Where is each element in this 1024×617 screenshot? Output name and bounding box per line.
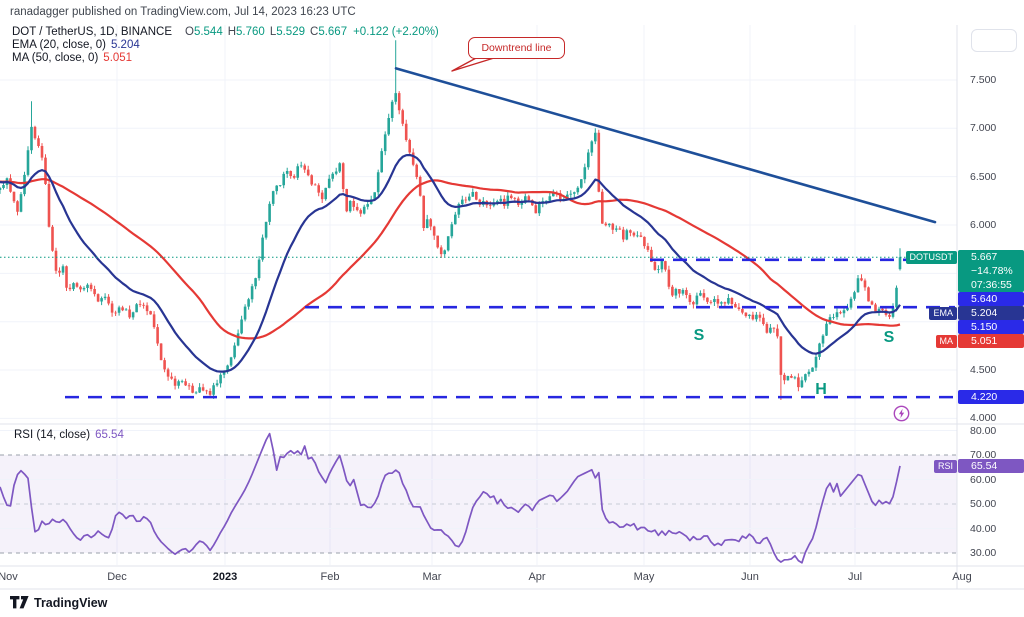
candle-wicks-down bbox=[10, 91, 890, 400]
rsi-tick: 80.00 bbox=[970, 424, 997, 437]
tradingview-logo[interactable]: TradingView bbox=[10, 595, 107, 610]
ohlc-key: O bbox=[184, 26, 194, 38]
ohlc-key: H bbox=[227, 26, 237, 38]
ma-label: MA (50, close, 0) bbox=[12, 52, 99, 64]
ma-value: 5.051 bbox=[103, 52, 133, 64]
time-label-Jun[interactable]: Jun bbox=[741, 571, 759, 583]
ma-badge-value: 5.051 bbox=[971, 335, 998, 347]
level-badge-5150[interactable]: 5.150 bbox=[958, 320, 1024, 334]
chart-legend: DOT / TetherUS, 1D, BINANCE O5.544 H5.760 L… bbox=[12, 26, 439, 65]
ohlc-val: 5.760 bbox=[236, 26, 265, 38]
axis-settings-button[interactable] bbox=[971, 29, 1017, 52]
symbol-price-badge-value: 07:36:55 bbox=[971, 279, 1012, 291]
ema-value: 5.204 bbox=[110, 39, 140, 51]
ema-label: EMA (20, close, 0) bbox=[12, 39, 106, 51]
price-tick: 7.000 bbox=[970, 122, 997, 135]
price-tick: 6.000 bbox=[970, 219, 997, 231]
left-shoulder-label[interactable]: S bbox=[693, 327, 705, 344]
price-tick: 6.500 bbox=[970, 170, 997, 183]
time-label-Nov[interactable]: Nov bbox=[0, 571, 18, 583]
price-tick: 4.500 bbox=[970, 364, 997, 377]
downtrend-callout[interactable]: Downtrend line bbox=[468, 37, 565, 59]
symbol-price-badge-value: −14.78% bbox=[971, 265, 1013, 277]
symbol-price-badge-value: 5.667 bbox=[971, 251, 998, 263]
rsi-tick: 60.00 bbox=[970, 473, 997, 486]
candle-bodies-down bbox=[9, 93, 891, 395]
level-badge-4220-value: 4.220 bbox=[971, 391, 998, 403]
price-tick: 7.500 bbox=[970, 73, 997, 86]
ma-legend-row[interactable]: MA (50, close, 0) 5.051 bbox=[12, 52, 439, 64]
ema-badge-value: 5.204 bbox=[971, 307, 998, 319]
downtrend-callout-text: Downtrend line bbox=[481, 42, 552, 54]
rsi-tick: 30.00 bbox=[970, 547, 997, 559]
rsi-label: RSI (14, close) bbox=[14, 429, 91, 441]
time-label-Apr[interactable]: Apr bbox=[528, 571, 546, 583]
rsi-badge-tag[interactable]: RSI bbox=[933, 459, 957, 473]
time-label-Dec[interactable]: Dec bbox=[107, 571, 127, 583]
lightning-icon[interactable] bbox=[893, 405, 910, 427]
ema-badge-tag[interactable]: EMA bbox=[929, 306, 957, 320]
ema-badge[interactable]: 5.204 bbox=[958, 306, 1024, 320]
level-badge-4220[interactable]: 4.220 bbox=[958, 390, 1024, 404]
level-badge-5640-value: 5.640 bbox=[971, 293, 998, 305]
candle-bodies-up bbox=[0, 93, 902, 395]
symbol-legend-row[interactable]: DOT / TetherUS, 1D, BINANCE O5.544 H5.760 L… bbox=[12, 26, 439, 38]
ohlc-values: O5.544 H5.760 L5.529 C5.667 bbox=[180, 26, 347, 38]
tradingview-logo-icon bbox=[10, 596, 29, 609]
rsi-tick: 70.00 bbox=[970, 449, 997, 461]
level-badge-5150-value: 5.150 bbox=[971, 321, 998, 333]
rsi-badge-value: 65.54 bbox=[971, 460, 998, 472]
time-label-Mar[interactable]: Mar bbox=[422, 571, 442, 583]
rsi-tick: 50.00 bbox=[970, 498, 997, 510]
ohlc-val: 5.667 bbox=[318, 26, 348, 38]
ema20-line[interactable] bbox=[0, 153, 901, 373]
time-label-May[interactable]: May bbox=[633, 571, 655, 583]
tradingview-logo-text: TradingView bbox=[34, 595, 108, 610]
downtrend-trendline[interactable] bbox=[394, 67, 937, 224]
time-label-Aug[interactable]: Aug bbox=[952, 571, 972, 583]
snapshot-header: ranadagger published on TradingView.com,… bbox=[10, 6, 356, 18]
candle-wicks-up bbox=[0, 40, 901, 399]
symbol-price-badge[interactable]: 5.667 −14.78% 07:36:55 bbox=[958, 250, 1024, 292]
ma-badge-tag[interactable]: MA bbox=[935, 334, 957, 348]
ohlc-key: C bbox=[310, 26, 319, 38]
ohlc-val: 5.529 bbox=[276, 26, 305, 38]
callout-tail bbox=[451, 56, 495, 72]
ema-legend-row[interactable]: EMA (20, close, 0) 5.204 bbox=[12, 39, 439, 51]
head-label[interactable]: H bbox=[815, 381, 827, 398]
rsi-value: 65.54 bbox=[95, 429, 124, 441]
time-label-Jul[interactable]: Jul bbox=[847, 571, 863, 583]
rsi-line[interactable] bbox=[0, 432, 901, 564]
price-tick: 4.000 bbox=[970, 412, 997, 425]
level-badge-5640[interactable]: 5.640 bbox=[958, 292, 1024, 306]
time-label-Feb[interactable]: Feb bbox=[320, 571, 340, 583]
change-value: +0.122 (+2.20%) bbox=[353, 26, 439, 38]
ma-badge[interactable]: 5.051 bbox=[958, 334, 1024, 348]
right-shoulder-label[interactable]: S bbox=[883, 329, 895, 346]
rsi-badge[interactable]: 65.54 bbox=[958, 459, 1024, 473]
ohlc-key: L bbox=[269, 26, 277, 38]
rsi-tick: 40.00 bbox=[970, 522, 997, 535]
time-label-2023[interactable]: 2023 bbox=[212, 571, 238, 583]
symbol-price-badge-tag[interactable]: DOTUSDT bbox=[905, 250, 957, 264]
ohlc-val: 5.544 bbox=[193, 26, 223, 38]
rsi-band bbox=[0, 455, 957, 553]
symbol-title: DOT / TetherUS, 1D, BINANCE bbox=[12, 26, 172, 38]
rsi-legend-row[interactable]: RSI (14, close) 65.54 bbox=[14, 429, 124, 441]
